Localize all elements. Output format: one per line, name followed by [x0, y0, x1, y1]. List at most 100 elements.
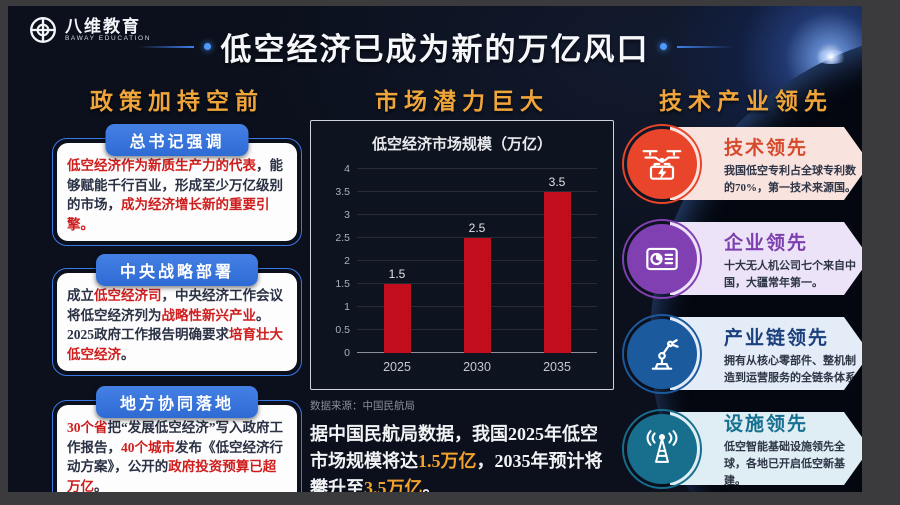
emphasized-text: 战略性新兴产业 [161, 307, 257, 323]
tech-item-circle [622, 123, 702, 204]
logo-en-text: BAWAY EDUCATION [65, 35, 151, 43]
body-text: 发布《低空经济行动方案》，公开的 [67, 439, 283, 475]
emphasized-text: 30个省 [67, 420, 108, 435]
tech-item-banner: 设施领先 低空智能基础设施领先全球，各地已开启低空新基建。 [670, 412, 862, 485]
tech-item-desc: 十大无人机公司七个来自中国，大疆常年第一。 [724, 259, 856, 289]
tech-item-title: 产业链领先 [724, 327, 830, 349]
tech-item-title: 企业领先 [724, 232, 809, 254]
bar-value-label: 1.5 [388, 267, 406, 281]
chart-plot-area: 0 0.5 1 1.5 2 2.5 3 3.5 4 1.5 2025 2.5 2030 3.5 2035 [335, 163, 597, 374]
bar [543, 192, 571, 353]
slide-canvas: 八维教育 BAWAY EDUCATION 低空经济已成为新的万亿风口 政策加持空… [8, 6, 862, 492]
tech-item-technology: 技术领先 我国低空专利占全球专利数的70%，第一技术来源国。 [622, 120, 862, 207]
body-text: 把“发展低空经济”写入政府工作报告， [67, 420, 283, 455]
tech-item-circle [622, 218, 702, 299]
tech-item-desc: 低空智能基础设施领先全球，各地已开启低空新基建。 [724, 441, 845, 487]
policy-badge: 总书记强调 [105, 124, 249, 156]
policy-text: 30个省把“发展低空经济”写入政府工作报告，40个城市发布《低空经济行动方案》，… [57, 405, 297, 492]
emphasized-text: 3.5万亿 [364, 478, 423, 492]
y-axis-tick-label: 1 [344, 301, 350, 313]
tech-item-enterprise: 企业领先 十大无人机公司七个来自中国，大疆常年第一。 [622, 215, 862, 302]
chart-title: 低空经济市场规模（万亿） [371, 136, 552, 153]
logo-cn-text: 八维教育 [65, 16, 141, 36]
gridline [357, 214, 597, 215]
y-axis-tick-label: 1.5 [335, 278, 350, 290]
y-axis-tick-label: 0 [344, 347, 350, 359]
body-text: 成立 [67, 288, 94, 303]
body-text: ，中央经济工作会议将低空经济列为 [67, 288, 283, 323]
tech-item-desc: 拥有从核心零部件、整机制造到运营服务的全链条体系 [724, 354, 856, 384]
body-text: ，2035年预计将攀升至 [310, 451, 603, 492]
title-line-right-decoration [676, 45, 733, 48]
tech-item-desc: 我国低空专利占全球专利数的70%，第一技术来源国。 [724, 164, 856, 194]
emphasized-text: 政府投资预算已超万亿 [67, 459, 277, 492]
y-axis-tick-label: 3 [344, 209, 350, 221]
body-text: 据中国民航局数据，我国2025年低空市场规模将达 [310, 424, 598, 471]
gridline [357, 168, 597, 169]
body-text: ，能够赋能千行百业，形成至少万亿级别的市场， [67, 158, 283, 212]
title-line-left-decoration [137, 45, 194, 48]
emphasized-text: 低空经济作为新质生产力的代表 [67, 158, 256, 173]
bar [383, 284, 411, 353]
x-axis-tick-label: 2030 [463, 360, 491, 374]
data-source-caption: 数据来源：中国民航局 [310, 400, 415, 412]
tech-item-circle [622, 313, 702, 394]
emphasized-text: 成为经济增长新的重要引擎。 [67, 197, 270, 232]
policy-text: 低空经济作为新质生产力的代表，能够赋能千行百业，形成至少万亿级别的市场，成为经济… [57, 143, 297, 241]
policy-badge: 地方协同落地 [95, 386, 259, 418]
bar-group: 2.5 2030 [463, 169, 491, 374]
policy-badge: 中央战略部署 [95, 254, 259, 286]
body-text: 。 [94, 478, 108, 493]
tech-item-title: 技术领先 [724, 137, 809, 159]
tech-item-banner: 企业领先 十大无人机公司七个来自中国，大疆常年第一。 [670, 222, 862, 295]
market-heading: 市场潜力巨大 [375, 89, 549, 114]
bar-value-label: 2.5 [468, 221, 486, 235]
policy-section-local: 地方协同落地 30个省把“发展低空经济”写入政府工作报告，40个城市发布《低空经… [52, 386, 302, 492]
y-axis-tick-label: 2 [344, 255, 350, 267]
tech-item-banner: 产业链领先 拥有从核心零部件、整机制造到运营服务的全链条体系 [670, 317, 862, 390]
emphasized-text: 40个城市 [121, 439, 175, 455]
body-text: 。2025政府工作报告明确要求 [67, 307, 270, 343]
title-row: 低空经济已成为新的万亿风口 [8, 24, 862, 69]
policy-column: 政策加持空前 总书记强调 低空经济作为新质生产力的代表，能够赋能千行百业，形成至… [52, 82, 302, 492]
tech-item-title: 设施领先 [724, 414, 809, 435]
bar-chart: 低空经济市场规模（万亿） 0 0.5 1 1.5 2 2.5 3 3.5 4 1.5 2025 2.… [310, 120, 614, 390]
y-axis-tick-label: 0.5 [335, 324, 350, 336]
emphasized-text: 低空经济司 [94, 288, 162, 303]
robot-arm-icon [627, 318, 697, 389]
y-axis-tick-label: 2.5 [335, 232, 350, 244]
gridline [357, 237, 597, 238]
bar-group: 3.5 2035 [543, 169, 571, 374]
bar-group: 1.5 2025 [383, 169, 411, 374]
lens-flare-decoration [814, 50, 848, 64]
company-chart-card-icon [627, 223, 697, 294]
bar-value-label: 3.5 [548, 175, 566, 189]
title-dot-right-decoration [659, 43, 667, 50]
globe-logo-icon [28, 15, 58, 45]
logo: 八维教育 BAWAY EDUCATION [28, 15, 151, 45]
bar [463, 238, 491, 353]
body-text: 。 [422, 478, 441, 492]
tech-item-circle [622, 408, 702, 489]
drone-battery-icon [627, 128, 697, 199]
policy-section-central: 中央战略部署 成立低空经济司，中央经济工作会议将低空经济列为战略性新兴产业。20… [52, 254, 302, 376]
y-ticks: 0 0.5 1 1.5 2 2.5 3 3.5 4 [335, 163, 597, 359]
gridline [357, 191, 597, 192]
policy-section-leader: 总书记强调 低空经济作为新质生产力的代表，能够赋能千行百业，形成至少万亿级别的市… [52, 124, 302, 246]
page-title: 低空经济已成为新的万亿风口 [220, 32, 650, 67]
tech-column: 技术产业领先 技术领先 我国低空专利占全球专利数的70%，第一技术来源国。 [622, 82, 862, 492]
emphasized-text: 1.5万亿 [418, 451, 477, 471]
policy-text: 成立低空经济司，中央经济工作会议将低空经济列为战略性新兴产业。2025政府工作报… [57, 273, 297, 371]
tech-item-infrastructure: 设施领先 低空智能基础设施领先全球，各地已开启低空新基建。 [622, 405, 862, 492]
bars: 1.5 2025 2.5 2030 3.5 2035 [357, 169, 597, 374]
market-column: 市场潜力巨大 低空经济市场规模（万亿） 0 0.5 1 1.5 2 2.5 3 3.5 4 1.… [310, 82, 614, 492]
market-note: 据中国民航局数据，我国2025年低空市场规模将达1.5万亿，2035年预计将攀升… [310, 421, 614, 492]
tech-heading: 技术产业领先 [659, 89, 833, 114]
policy-heading: 政策加持空前 [90, 89, 264, 114]
x-axis-tick-label: 2025 [383, 360, 411, 374]
tech-item-industry-chain: 产业链领先 拥有从核心零部件、整机制造到运营服务的全链条体系 [622, 310, 862, 397]
tech-item-banner: 技术领先 我国低空专利占全球专利数的70%，第一技术来源国。 [670, 127, 862, 200]
x-axis-tick-label: 2035 [543, 360, 571, 374]
signal-tower-icon [627, 413, 697, 484]
